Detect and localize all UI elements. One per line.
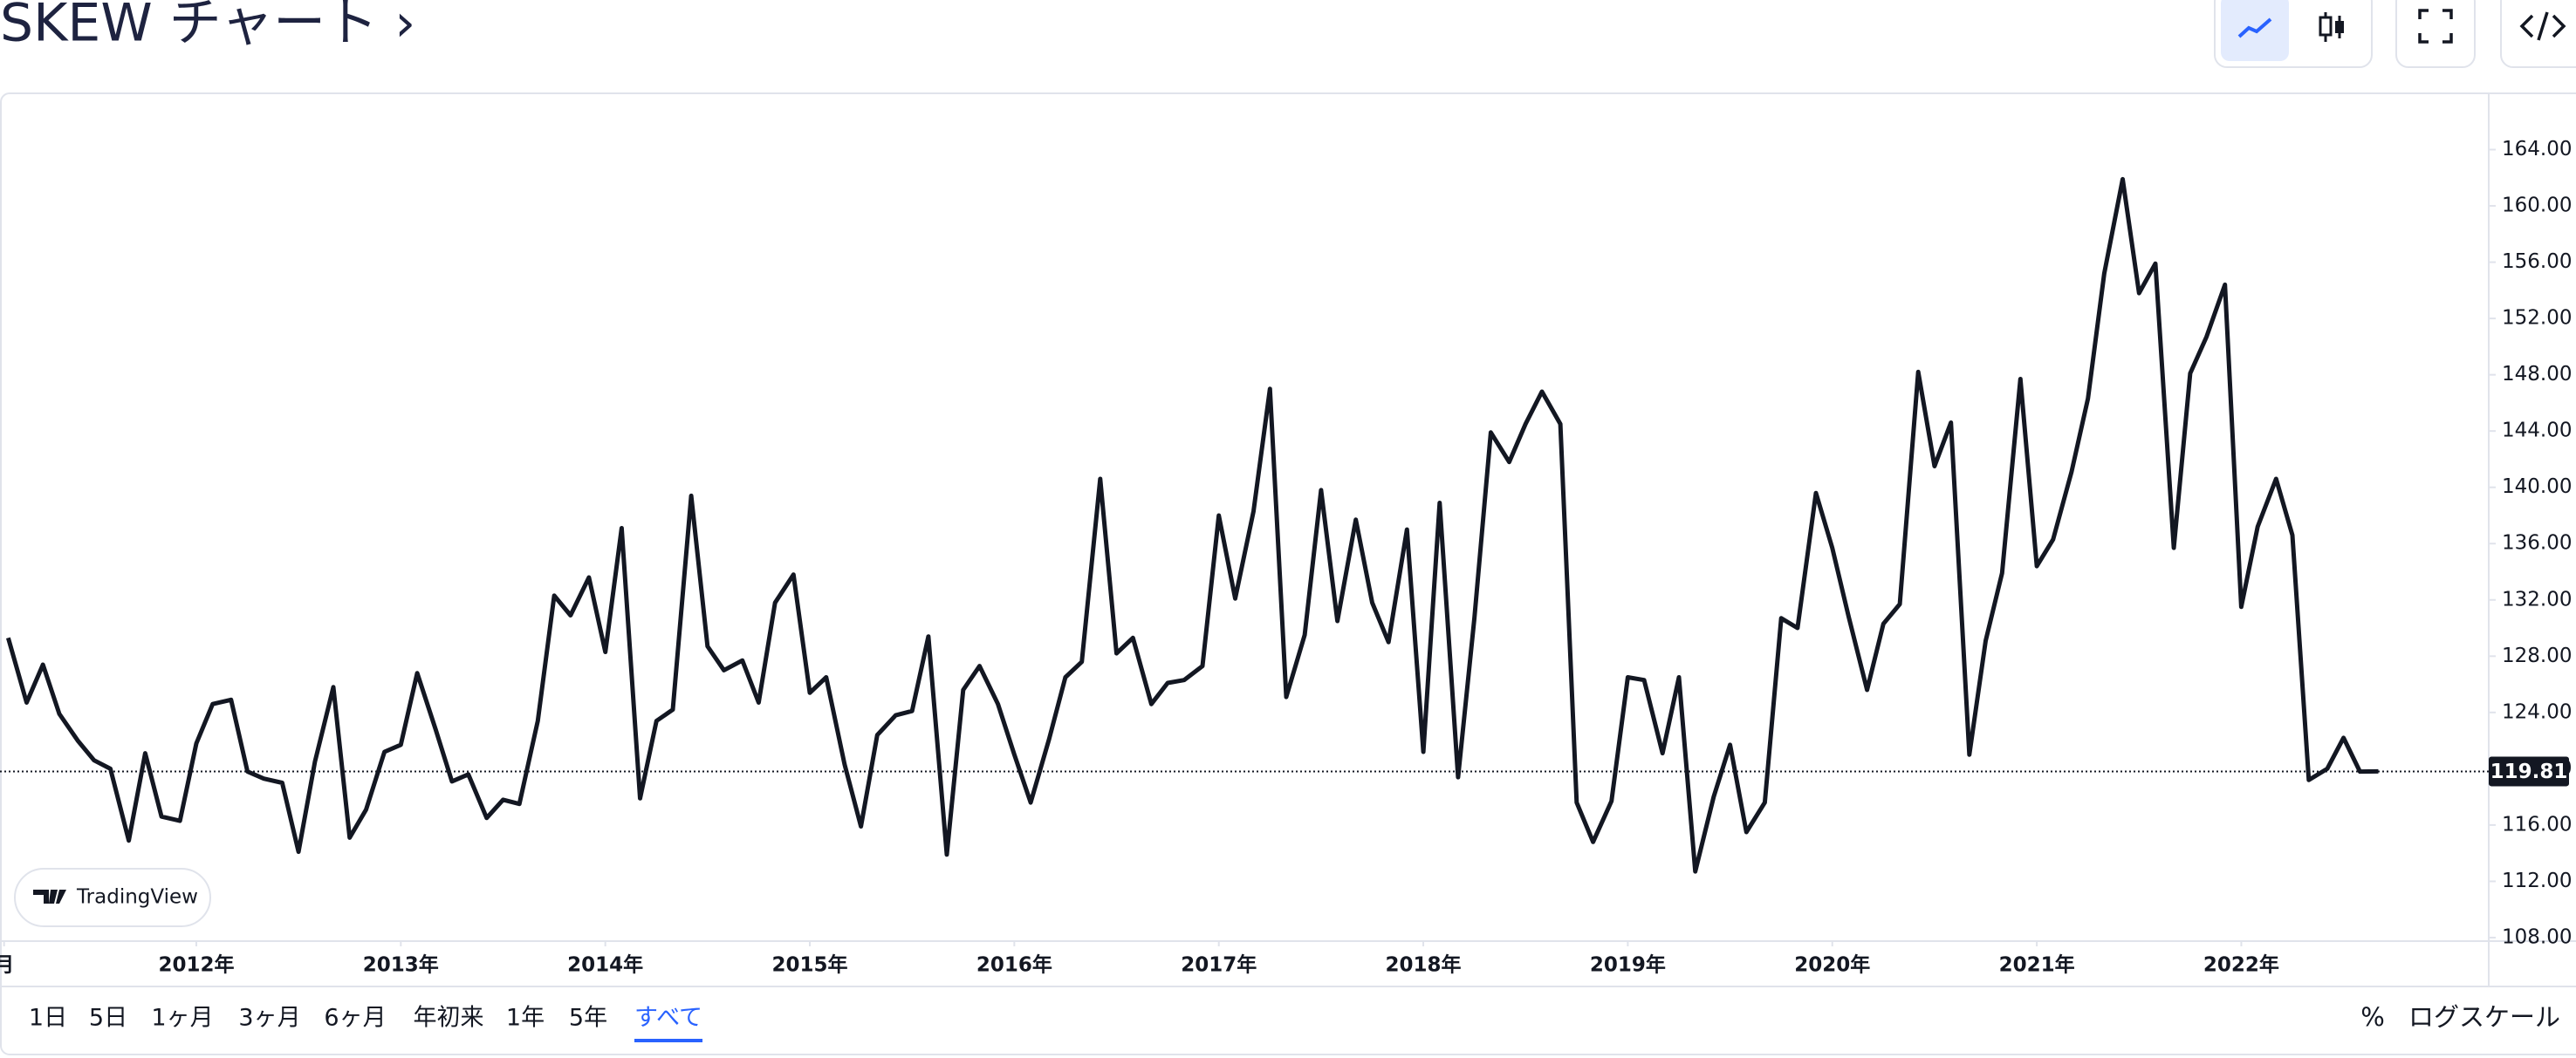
chart-style-toggle — [2214, 0, 2373, 68]
y-tick-label: 148.00 — [2502, 363, 2572, 386]
y-tick-label: 160.00 — [2502, 195, 2572, 217]
x-tick-label: 2021年 — [1999, 953, 2075, 977]
y-tick-label: 164.00 — [2502, 138, 2572, 160]
bottom-toolbar: 1日 5日 1ヶ月 3ヶ月 6ヶ月 年初来 1年 5年 すべて% ログスケール — [29, 1002, 2560, 1042]
range-button[interactable]: すべて — [634, 1005, 702, 1032]
range-button[interactable]: 5日 — [89, 1005, 127, 1032]
button-frame — [2395, 0, 2476, 68]
y-tick-label: 124.00 — [2502, 700, 2572, 723]
range-button[interactable]: 3ヶ月 — [238, 1005, 300, 1032]
candle-icon — [2319, 16, 2333, 37]
range-button[interactable]: 1ヶ月 — [151, 1005, 213, 1032]
last-price-label: 119.81 — [2490, 761, 2568, 783]
watermark[interactable]: TradingView — [14, 868, 211, 927]
x-tick-label: 2014年 — [567, 953, 643, 977]
range-button[interactable]: 年初来 — [414, 1005, 484, 1032]
last-price-box — [2489, 756, 2569, 787]
y-tick-label: 132.00 — [2502, 588, 2572, 611]
range-button[interactable]: 5年 — [569, 1005, 607, 1032]
y-tick-label: 108.00 — [2502, 925, 2572, 948]
fullscreen-button[interactable] — [2395, 0, 2476, 68]
y-tick-label: 112.00 — [2502, 870, 2572, 892]
x-tick-label: 2020年 — [1794, 953, 1870, 977]
embed-icon — [2519, 11, 2566, 41]
x-tick-label: 2018年 — [1386, 953, 1462, 977]
y-tick-label: 136.00 — [2502, 532, 2572, 555]
range-button[interactable]: 1日 — [29, 1005, 67, 1032]
line-icon — [2237, 17, 2272, 38]
x-tick-label: 2012年 — [158, 953, 234, 977]
plot-area: 108.00112.00116.00120.00124.00128.00132.… — [0, 138, 2572, 977]
watermark-text: TradingView — [76, 886, 198, 909]
watermark-logo — [33, 890, 66, 904]
x-tick-label: 2022年 — [2203, 953, 2279, 977]
x-tick-label: 2016年 — [976, 953, 1052, 977]
candle-icon — [2335, 21, 2344, 33]
candle-button[interactable] — [2319, 12, 2344, 42]
y-tick-label: 152.00 — [2502, 307, 2572, 330]
embed-button[interactable] — [2500, 0, 2576, 68]
range-button[interactable]: 1年 — [506, 1005, 545, 1032]
price-line — [5, 176, 2379, 874]
watermark-badge — [14, 868, 211, 927]
y-tick-label: 156.00 — [2502, 250, 2572, 273]
y-tick-label: 116.00 — [2502, 813, 2572, 836]
x-tick-label: 2017年 — [1181, 953, 1257, 977]
button-frame — [2500, 0, 2576, 68]
scale-option[interactable]: % — [2360, 1002, 2385, 1032]
x-tick-label: 2019年 — [1590, 953, 1666, 977]
x-tick-label: 2015年 — [772, 953, 848, 977]
y-tick-label: 140.00 — [2502, 475, 2572, 498]
scale-option[interactable]: ログスケール — [2408, 1002, 2560, 1032]
y-tick-label: 144.00 — [2502, 420, 2572, 442]
chart-frame — [0, 92, 2576, 1055]
y-tick-label: 128.00 — [2502, 645, 2572, 667]
x-tick-label: 2013年 — [363, 953, 439, 977]
fullscreen-icon — [2418, 9, 2453, 44]
x-tick-label: 月 — [0, 954, 14, 977]
range-button[interactable]: 6ヶ月 — [324, 1005, 386, 1032]
title[interactable]: SKEW チャート › — [0, 0, 415, 54]
